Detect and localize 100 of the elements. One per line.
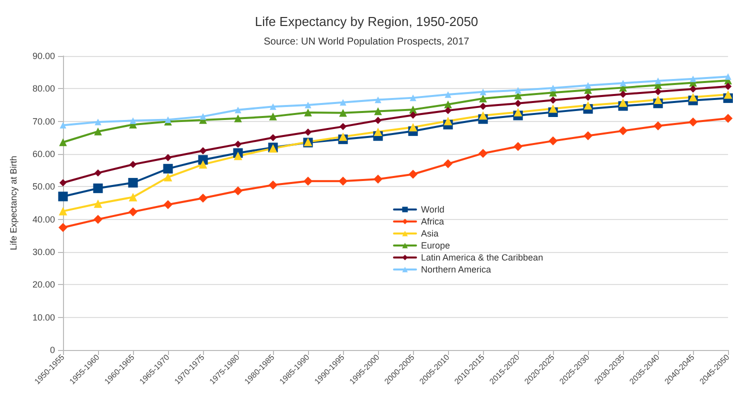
- point: [548, 136, 558, 146]
- point: [59, 138, 67, 146]
- point: [163, 164, 173, 174]
- point: [690, 76, 696, 82]
- point: [198, 160, 208, 169]
- point: [724, 114, 733, 123]
- y-tick-label: 70.00: [32, 116, 55, 126]
- point: [514, 142, 523, 151]
- point: [724, 73, 732, 80]
- chart-subtitle: Source: UN World Population Prospects, 2017: [264, 36, 470, 48]
- point: [234, 140, 242, 148]
- point: [93, 184, 103, 194]
- point: [724, 90, 732, 99]
- point: [444, 116, 452, 126]
- point: [304, 176, 313, 186]
- point: [304, 102, 312, 108]
- point: [444, 106, 452, 114]
- point: [654, 88, 662, 96]
- legend-label: Latin America & the Caribbean: [421, 252, 544, 262]
- point: [654, 78, 662, 84]
- point: [514, 100, 522, 107]
- point: [618, 126, 628, 136]
- point: [59, 179, 67, 186]
- point: [129, 160, 137, 168]
- point: [618, 98, 628, 107]
- y-tick-label: 20.00: [32, 280, 55, 290]
- point: [164, 172, 172, 182]
- point: [200, 113, 206, 120]
- point: [339, 108, 347, 117]
- point: [688, 117, 698, 126]
- point: [479, 102, 487, 110]
- point: [234, 114, 242, 122]
- point: [374, 174, 383, 184]
- y-tick-label: 80.00: [32, 84, 55, 94]
- point: [338, 176, 348, 186]
- point: [94, 118, 102, 126]
- point: [374, 107, 382, 116]
- point: [234, 152, 242, 160]
- point: [619, 90, 627, 98]
- point: [198, 194, 208, 203]
- point: [130, 117, 136, 124]
- y-axis-title: Life Expectancy at Birth: [8, 156, 18, 250]
- point: [58, 192, 68, 202]
- point: [408, 170, 418, 179]
- point: [234, 106, 242, 114]
- point: [128, 178, 138, 188]
- legend-label: Asia: [421, 228, 439, 238]
- point: [164, 200, 173, 210]
- point: [408, 123, 418, 132]
- point: [478, 111, 488, 120]
- point: [410, 94, 416, 102]
- point: [58, 223, 68, 232]
- y-tick-label: 40.00: [32, 214, 55, 224]
- point: [304, 108, 312, 116]
- point: [94, 214, 103, 224]
- point: [444, 159, 453, 168]
- point: [444, 91, 452, 98]
- chart-title: Life Expectancy by Region, 1950-2050: [254, 14, 478, 29]
- point: [94, 128, 102, 136]
- legend-label: World: [421, 204, 444, 214]
- y-tick-label: 50.00: [32, 182, 55, 192]
- point: [548, 104, 558, 113]
- point: [479, 94, 487, 102]
- point: [584, 131, 593, 140]
- point: [268, 180, 278, 190]
- y-tick-label: 60.00: [32, 149, 55, 159]
- point: [689, 85, 697, 93]
- point: [514, 108, 522, 116]
- point: [478, 148, 488, 158]
- point: [164, 154, 172, 162]
- point: [199, 147, 207, 154]
- point: [688, 92, 698, 102]
- point: [270, 103, 276, 110]
- point: [60, 122, 66, 129]
- point: [374, 128, 382, 136]
- point: [338, 132, 348, 141]
- point: [480, 88, 486, 96]
- point: [584, 82, 592, 89]
- y-tick-label: 0: [50, 345, 55, 355]
- point: [514, 87, 522, 94]
- point: [620, 80, 626, 86]
- point: [94, 169, 102, 177]
- point: [374, 96, 382, 104]
- point: [654, 121, 663, 130]
- point: [374, 116, 382, 124]
- point: [409, 112, 417, 119]
- point: [269, 134, 277, 142]
- y-tick-label: 90.00: [32, 51, 55, 61]
- point: [550, 84, 556, 92]
- y-tick-label: 10.00: [32, 312, 55, 322]
- point: [549, 96, 557, 104]
- point: [584, 94, 592, 101]
- point: [128, 192, 138, 202]
- point: [128, 207, 138, 216]
- point: [724, 82, 732, 90]
- point: [164, 116, 172, 123]
- point: [58, 206, 68, 216]
- point: [584, 101, 592, 110]
- legend-label: Africa: [421, 216, 444, 226]
- legend-label: Europe: [421, 240, 450, 250]
